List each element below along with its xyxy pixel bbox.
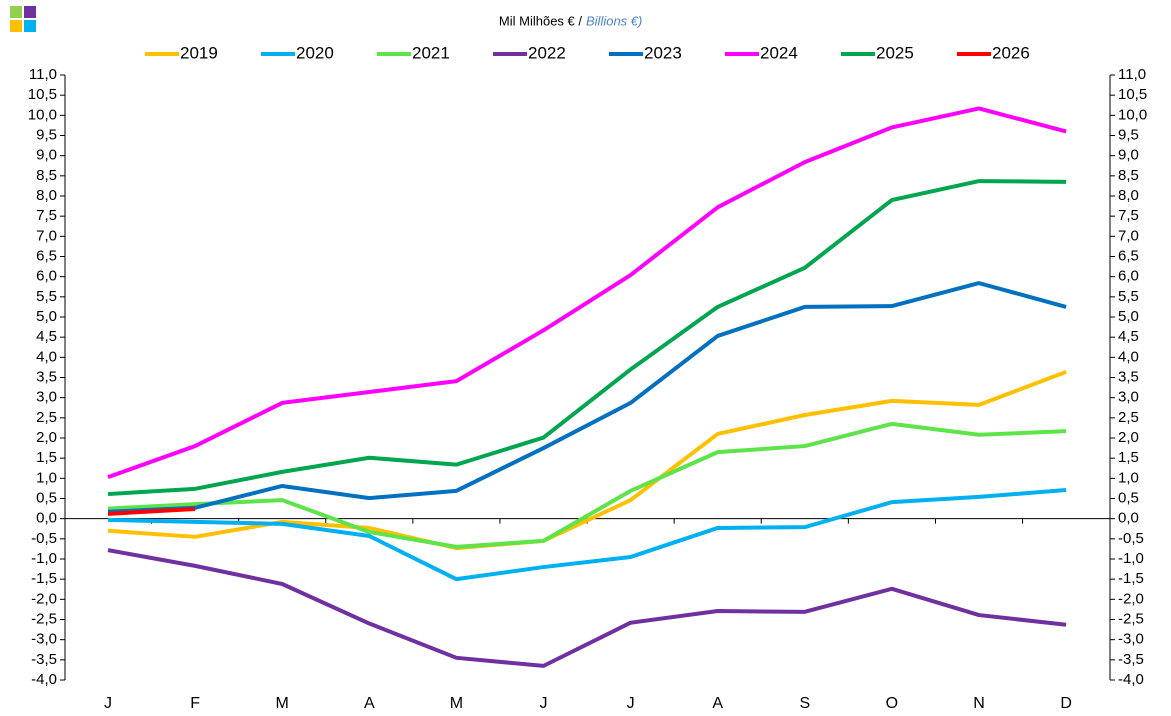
y-tick-label: 2,5: [36, 409, 57, 426]
chart-title: Mil Milhões € /: [499, 13, 582, 28]
y2-tick-label: -3,5: [1118, 651, 1144, 668]
y2-tick-label: 10,0: [1118, 106, 1147, 123]
y-tick-label: 4,5: [36, 328, 57, 345]
y-tick-label: -3,0: [31, 631, 57, 648]
y-tick-label: -0,5: [31, 530, 57, 547]
logo-square: [24, 20, 36, 32]
y2-tick-label: 4,5: [1118, 328, 1139, 345]
y2-tick-label: -4,0: [1118, 671, 1144, 688]
legend-label: 2024: [760, 43, 798, 62]
y-tick-label: 2,0: [36, 429, 57, 446]
y-tick-label: 7,0: [36, 227, 57, 244]
y-tick-label: -4,0: [31, 671, 57, 688]
y-tick-label: 4,0: [36, 348, 57, 365]
y2-tick-label: -2,5: [1118, 610, 1144, 627]
x-tick-label: M: [450, 695, 463, 712]
series-line: [107, 506, 196, 516]
x-tick-label: D: [1060, 695, 1072, 712]
y2-tick-label: 2,5: [1118, 409, 1139, 426]
y-tick-label: -2,0: [31, 590, 57, 607]
y2-tick-label: 9,0: [1118, 147, 1139, 164]
legend-label: 2023: [644, 43, 682, 62]
y-tick-label: 5,0: [36, 308, 57, 325]
logo-square: [10, 6, 22, 18]
legend-label: 2026: [992, 43, 1030, 62]
y2-tick-label: -1,0: [1118, 550, 1144, 567]
x-tick-label: J: [627, 695, 635, 712]
y2-tick-label: -3,0: [1118, 631, 1144, 648]
y2-tick-label: 4,0: [1118, 348, 1139, 365]
series-line: [107, 179, 1067, 497]
y2-tick-label: 3,5: [1118, 368, 1139, 385]
y-tick-label: 10,5: [28, 86, 57, 103]
legend-label: 2025: [876, 43, 914, 62]
y2-tick-label: 5,5: [1118, 288, 1139, 305]
y-tick-label: 0,5: [36, 489, 57, 506]
y-tick-label: 0,0: [36, 510, 57, 527]
y2-tick-label: 2,0: [1118, 429, 1139, 446]
series-line: [107, 281, 1067, 514]
series-line: [107, 488, 1067, 582]
y2-tick-label: 9,5: [1118, 126, 1139, 143]
y-tick-label: -3,5: [31, 651, 57, 668]
series-line: [107, 421, 1067, 549]
y2-tick-label: 5,0: [1118, 308, 1139, 325]
y-tick-label: 6,5: [36, 247, 57, 264]
x-tick-label: O: [886, 695, 898, 712]
y2-tick-label: 0,0: [1118, 510, 1139, 527]
y2-tick-label: 1,0: [1118, 469, 1139, 486]
y2-tick-label: -0,5: [1118, 530, 1144, 547]
y-tick-label: 7,5: [36, 207, 57, 224]
y-tick-label: 1,0: [36, 469, 57, 486]
y-tick-label: 10,0: [28, 106, 57, 123]
y-tick-label: 3,5: [36, 368, 57, 385]
x-tick-label: M: [276, 695, 289, 712]
y-tick-label: 3,0: [36, 389, 57, 406]
y-tick-label: -1,0: [31, 550, 57, 567]
y2-tick-label: 10,5: [1118, 86, 1147, 103]
y-tick-label: 8,0: [36, 187, 57, 204]
y-tick-label: 11,0: [29, 66, 57, 83]
y2-tick-label: 3,0: [1118, 389, 1139, 406]
y2-tick-label: 6,0: [1118, 268, 1139, 285]
y2-tick-label: 11,0: [1118, 66, 1146, 83]
y2-tick-label: 8,0: [1118, 187, 1139, 204]
logo-square: [10, 20, 22, 32]
legend-label: 2022: [528, 43, 566, 62]
y-tick-label: -2,5: [31, 610, 57, 627]
y-tick-label: 5,5: [36, 288, 57, 305]
y2-tick-label: -1,5: [1118, 570, 1144, 587]
y-tick-label: 9,0: [36, 147, 57, 164]
x-tick-label: A: [712, 695, 723, 712]
y2-tick-label: 1,5: [1118, 449, 1139, 466]
x-tick-label: A: [364, 695, 375, 712]
x-tick-label: J: [540, 695, 548, 712]
series-line: [107, 106, 1067, 480]
x-tick-label: F: [190, 695, 200, 712]
y-tick-label: -1,5: [31, 570, 57, 587]
x-tick-label: J: [104, 695, 112, 712]
y-tick-label: 6,0: [36, 268, 57, 285]
legend-label: 2019: [180, 43, 218, 62]
x-tick-label: N: [973, 695, 985, 712]
legend-label: 2020: [296, 43, 334, 62]
y2-tick-label: 8,5: [1118, 167, 1139, 184]
y2-tick-label: 7,5: [1118, 207, 1139, 224]
y-tick-label: 9,5: [36, 126, 57, 143]
chart-subtitle: Billions €): [586, 13, 642, 28]
x-tick-label: S: [799, 695, 810, 712]
logo-square: [24, 6, 36, 18]
y-tick-label: 1,5: [36, 449, 57, 466]
y2-tick-label: 0,5: [1118, 489, 1139, 506]
y2-tick-label: 6,5: [1118, 247, 1139, 264]
y-tick-label: 8,5: [36, 167, 57, 184]
legend-label: 2021: [412, 43, 450, 62]
series-line: [107, 548, 1067, 668]
y2-tick-label: 7,0: [1118, 227, 1139, 244]
y2-tick-label: -2,0: [1118, 590, 1144, 607]
